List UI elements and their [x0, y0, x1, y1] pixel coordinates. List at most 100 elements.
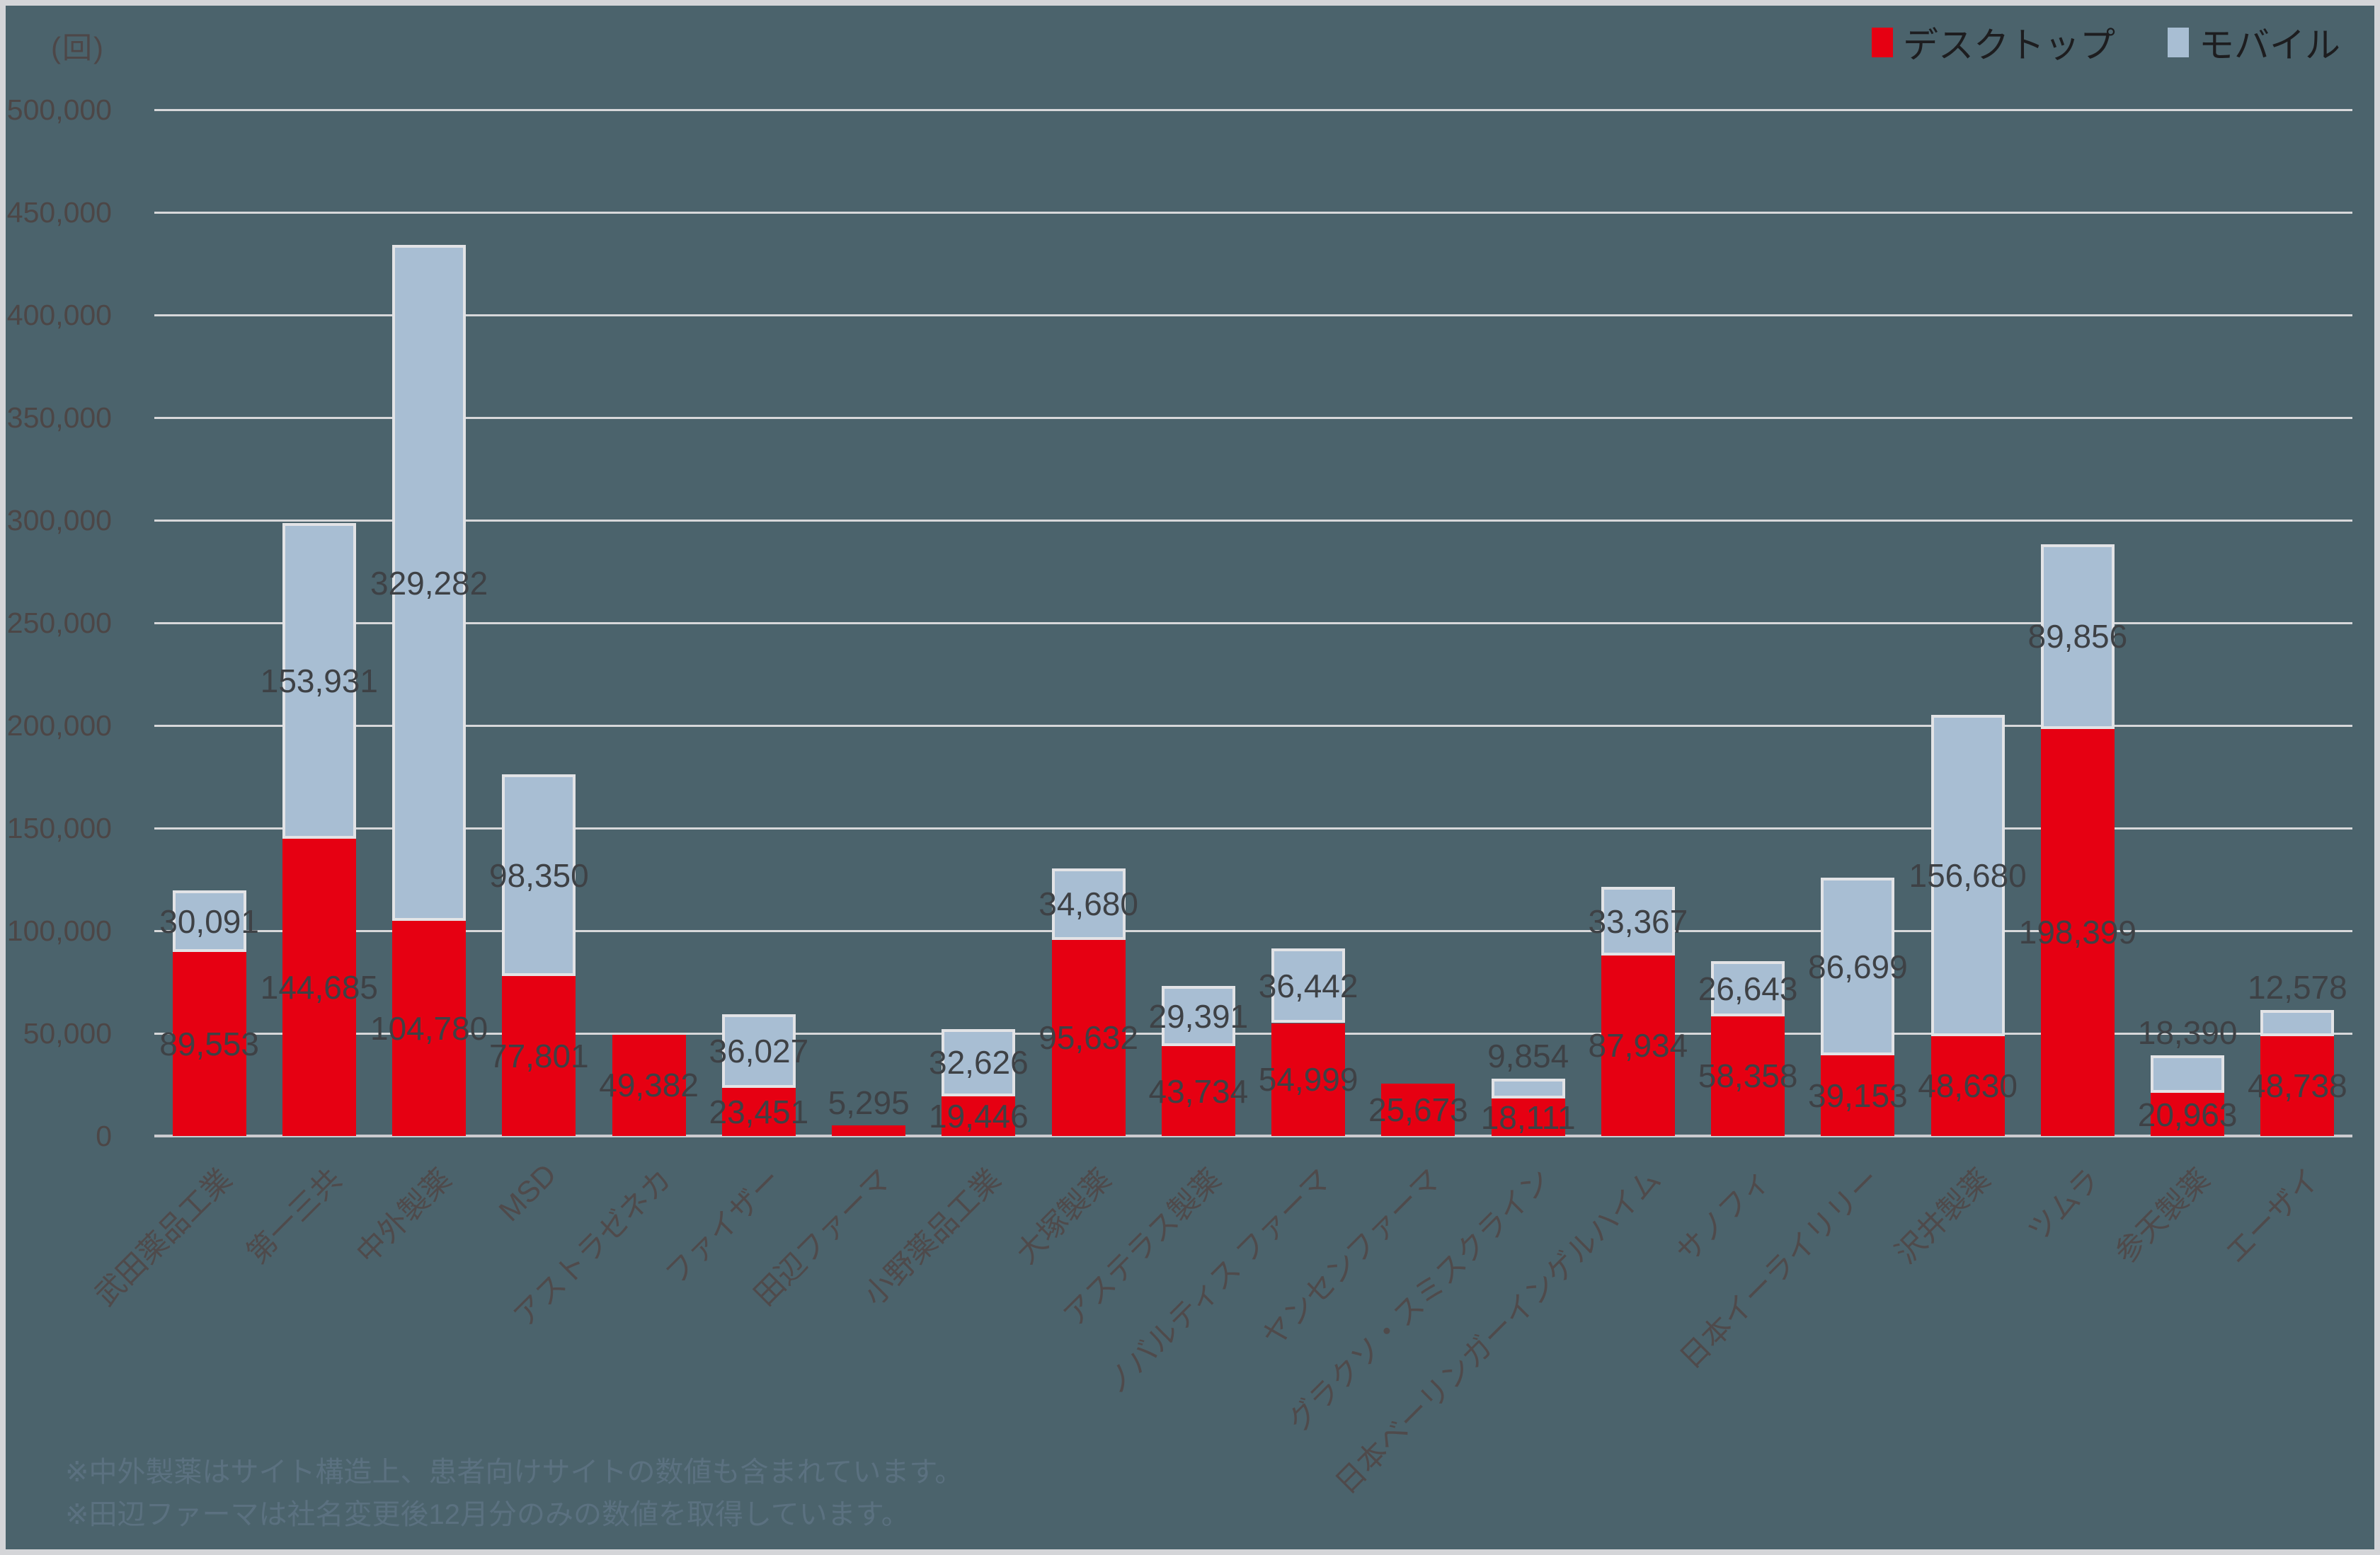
value-label-desktop: 95,632: [1039, 1019, 1138, 1057]
value-label-desktop: 104,780: [370, 1010, 488, 1048]
legend-item: デスクトップ: [1872, 17, 2115, 68]
y-axis-tick-label: 300,000: [6, 504, 112, 536]
bar-segment-desktop: [1711, 1016, 1785, 1136]
bar-segment-desktop: [942, 1096, 1016, 1136]
bar-segment-mobile: [502, 774, 576, 977]
bar-segment-mobile: [942, 1028, 1016, 1096]
bar-segment-mobile: [1271, 948, 1346, 1023]
gridline: [154, 929, 2352, 932]
footnotes: ※中外製薬はサイト構造上、患者向けサイトの数値も含まれています。 ※田辺ファーマは…: [65, 1451, 963, 1536]
legend-swatch-icon: [2168, 28, 2189, 57]
y-axis-tick-label: 100,000: [6, 914, 112, 947]
bar-segment-mobile: [1491, 1078, 1565, 1099]
y-axis-tick-label: 150,000: [6, 812, 112, 844]
legend: デスクトップ モバイル: [1872, 17, 2340, 68]
value-label-mobile: 89,856: [2027, 618, 2128, 655]
bar-segment-mobile: [282, 523, 356, 839]
value-label-desktop: 25,673: [1368, 1091, 1468, 1128]
bar-segment-desktop: [1930, 1035, 2005, 1136]
bar-segment-desktop: [2040, 728, 2115, 1136]
gridline: [154, 1032, 2352, 1035]
gridline: [154, 416, 2352, 419]
bar-segment-desktop: [832, 1125, 906, 1136]
value-label-desktop: 49,382: [599, 1067, 699, 1104]
value-label-mobile: 26,643: [1698, 970, 1798, 1008]
value-label-mobile: 329,282: [370, 564, 488, 602]
bar-segment-desktop: [1161, 1046, 1235, 1136]
bar-segment-desktop: [1821, 1055, 1895, 1136]
legend-label: モバイル: [2199, 25, 2340, 65]
bar-segment-mobile: [721, 1014, 796, 1088]
value-label-mobile: 153,931: [260, 662, 379, 700]
value-label-desktop: 89,553: [159, 1026, 259, 1063]
legend-swatch-icon: [1872, 28, 1893, 57]
y-axis-tick-label: 400,000: [6, 299, 112, 331]
bar-segment-mobile: [2040, 544, 2115, 729]
bar-segment-mobile: [392, 245, 467, 922]
footnote-line: ※田辺ファーマは社名変更後12月分のみの数値を取得しています。: [65, 1499, 910, 1530]
legend-item: モバイル: [2168, 17, 2340, 68]
value-label-desktop: 20,963: [2137, 1096, 2238, 1133]
bar-segment-desktop: [1601, 955, 1675, 1136]
footnote-line: ※中外製薬はサイト構造上、患者向けサイトの数値も含まれています。: [65, 1457, 963, 1488]
y-axis-tick-label: 250,000: [6, 607, 112, 639]
value-label-mobile: 30,091: [159, 902, 259, 940]
x-axis-category-label: 第一三共: [240, 1162, 348, 1270]
x-axis-category-label: ツムラ: [2020, 1162, 2107, 1248]
value-label-mobile: 12,578: [2248, 969, 2347, 1006]
legend-label: デスクトップ: [1903, 25, 2115, 65]
value-label-desktop: 39,153: [1808, 1077, 1908, 1115]
bar-segment-mobile: [2151, 1055, 2225, 1094]
y-axis-tick-label: 350,000: [6, 401, 112, 434]
bar-segment-desktop: [1491, 1098, 1565, 1136]
bar-segment-desktop: [282, 839, 356, 1136]
value-label-mobile: 36,027: [709, 1032, 809, 1069]
value-label-mobile: 32,626: [929, 1044, 1029, 1081]
x-axis-category-label: 中外製薬: [350, 1162, 458, 1270]
bar-segment-desktop: [502, 976, 576, 1136]
gridline: [154, 314, 2352, 316]
y-axis-tick-label: 500,000: [6, 93, 112, 126]
value-label-mobile: 9,854: [1487, 1037, 1569, 1074]
value-label-mobile: 33,367: [1588, 902, 1688, 940]
bar-segment-desktop: [1271, 1023, 1346, 1136]
bar-segment-desktop: [612, 1034, 686, 1136]
value-label-desktop: 43,734: [1148, 1072, 1249, 1110]
x-axis-category-label: 参天製薬: [2108, 1162, 2216, 1270]
value-label-desktop: 77,801: [489, 1038, 589, 1075]
bar-segment-mobile: [1051, 868, 1126, 940]
bar-segment-mobile: [1601, 887, 1675, 956]
value-label-desktop: 19,446: [929, 1097, 1029, 1135]
bar-segment-desktop: [2151, 1093, 2225, 1136]
gridline: [154, 621, 2352, 624]
value-label-desktop: 23,451: [709, 1093, 809, 1130]
x-axis-category-label: MSD: [492, 1157, 563, 1228]
value-label-desktop: 58,358: [1698, 1057, 1798, 1095]
y-axis-tick-label: 0: [96, 1120, 112, 1152]
bar-segment-mobile: [2260, 1010, 2335, 1036]
y-axis-tick-label: 50,000: [23, 1017, 112, 1050]
gridline: [154, 211, 2352, 214]
value-label-desktop: 48,630: [1918, 1067, 2018, 1105]
y-axis-tick-label: 450,000: [6, 196, 112, 229]
bar-segment-desktop: [172, 952, 246, 1136]
value-label-mobile: 98,350: [489, 856, 589, 894]
value-label-desktop: 144,685: [260, 969, 379, 1006]
bar-segment-mobile: [1821, 878, 1895, 1056]
bar-segment-desktop: [392, 921, 467, 1136]
bar-segment-desktop: [1381, 1083, 1455, 1136]
x-axis-line: [154, 1135, 2352, 1137]
bar-segment-mobile: [1711, 961, 1785, 1016]
value-label-desktop: 48,738: [2248, 1067, 2347, 1105]
x-axis-category-label: 沢井製薬: [1888, 1162, 1996, 1270]
bar-segment-desktop: [2260, 1035, 2335, 1136]
x-axis-category-label: 武田薬品工業: [88, 1162, 238, 1312]
value-label-mobile: 86,699: [1808, 948, 1908, 985]
value-label-desktop: 54,999: [1258, 1061, 1358, 1098]
x-axis-category-label: エーザイ: [2219, 1162, 2326, 1270]
value-label-desktop: 18,111: [1480, 1098, 1576, 1136]
bar-segment-mobile: [1161, 985, 1235, 1047]
value-label-mobile: 156,680: [1909, 856, 2027, 894]
gridline: [154, 827, 2352, 830]
